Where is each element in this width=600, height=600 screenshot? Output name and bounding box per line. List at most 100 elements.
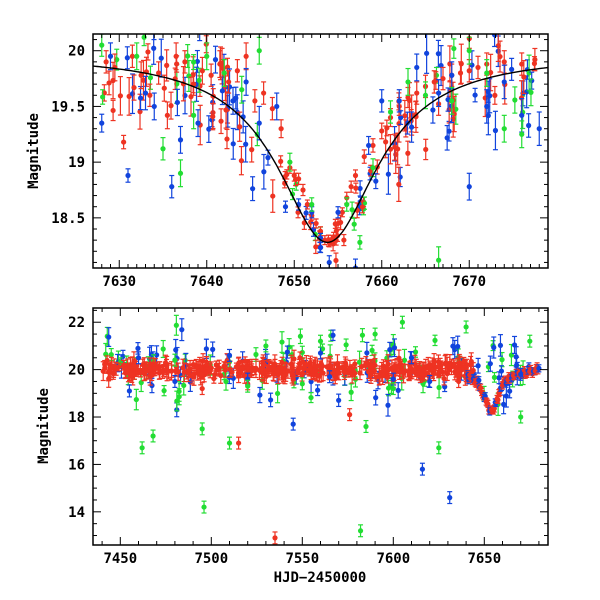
bottom-data-point: [297, 355, 303, 361]
bottom-data-point: [518, 414, 524, 420]
top-data-point: [492, 92, 498, 98]
top-model-curve: [93, 65, 548, 244]
top-data-point: [238, 158, 245, 164]
bottom-data-point: [364, 350, 370, 356]
bottom-data-point: [408, 355, 415, 361]
bottom-data-point: [239, 366, 245, 372]
top-data-point: [234, 68, 240, 74]
top-data-point: [457, 70, 464, 76]
top-data-point: [219, 88, 225, 94]
bottom-data-point: [380, 363, 386, 369]
bottom-x-tick-label: 7650: [467, 551, 501, 567]
bottom-data-point: [207, 368, 213, 374]
top-data-point: [466, 184, 472, 190]
top-y-tick-label: 20: [68, 44, 85, 60]
bottom-data-point: [456, 367, 462, 374]
bottom-data-point: [363, 423, 369, 430]
bottom-data-point: [513, 354, 519, 360]
top-data-point: [239, 87, 245, 93]
top-data-point: [99, 120, 105, 126]
top-data-point: [164, 112, 170, 118]
bottom-data-point: [139, 445, 145, 451]
top-data-point: [449, 72, 455, 78]
bottom-data-point: [172, 357, 178, 363]
bottom-data-point: [135, 355, 142, 361]
top-data-point: [339, 209, 345, 215]
top-data-point: [435, 51, 441, 57]
top-data-point: [230, 141, 236, 147]
top-data-point: [501, 59, 507, 65]
bottom-data-point: [274, 390, 281, 397]
top-data-point: [177, 170, 184, 176]
top-data-point: [361, 200, 368, 206]
top-data-point: [422, 92, 429, 98]
top-panel: 7630 7640 7650 7660 7670 18.5 19 19.5 20 Magnitu…: [26, 25, 549, 290]
bottom-data-point: [366, 369, 372, 375]
bottom-x-tick-label: 7500: [194, 551, 228, 567]
bottom-data-point: [536, 365, 542, 371]
top-data-point: [265, 155, 271, 161]
bottom-data-point: [475, 363, 481, 369]
top-data-point: [256, 120, 262, 126]
bottom-data-point: [432, 337, 438, 343]
bottom-data-point: [299, 370, 305, 377]
top-data-point: [199, 68, 205, 74]
top-data-point: [414, 64, 420, 71]
bottom-data-point: [527, 338, 533, 344]
top-data-point: [125, 172, 131, 179]
top-data-point: [278, 126, 284, 132]
top-data-point: [405, 150, 411, 156]
top-data-point: [431, 79, 437, 85]
top-data-point: [151, 103, 157, 110]
top-data-point: [147, 75, 154, 81]
bottom-data-point: [160, 369, 166, 375]
bottom-data-point: [313, 372, 320, 378]
top-data-point: [335, 220, 341, 227]
bottom-data-point: [498, 368, 505, 374]
bottom-y-axis-title: Magnitude: [36, 388, 52, 464]
top-data-point: [466, 68, 472, 74]
bottom-data-point: [336, 397, 342, 403]
top-data-point: [475, 64, 481, 71]
bottom-data-point: [384, 374, 390, 380]
bottom-data-point: [491, 405, 497, 412]
top-data-point: [353, 185, 359, 191]
bottom-data-point: [450, 343, 456, 349]
bottom-data-point: [135, 345, 141, 351]
bottom-data-point: [436, 384, 442, 391]
top-data-point: [313, 220, 319, 227]
top-data-point: [226, 79, 232, 85]
top-data-point: [501, 79, 507, 85]
top-data-point: [217, 61, 223, 67]
top-data-point: [151, 25, 156, 30]
bottom-data-point: [380, 372, 386, 379]
top-data-point: [512, 97, 518, 103]
top-data-point: [423, 146, 429, 153]
bottom-data-point: [442, 361, 448, 367]
bottom-data-point: [348, 389, 354, 395]
top-data-point: [379, 98, 385, 104]
bottom-data-point: [400, 370, 407, 377]
bottom-data-point: [426, 365, 432, 371]
bottom-data-point: [226, 440, 233, 446]
bottom-data-point: [487, 361, 493, 367]
top-data-point: [191, 112, 197, 118]
top-data-point: [226, 84, 233, 90]
bottom-data-point: [461, 359, 467, 365]
top-data-point: [270, 193, 276, 199]
top-x-tick-label: 7630: [102, 274, 136, 290]
top-data-point: [433, 72, 440, 78]
top-data-point: [351, 221, 357, 227]
bottom-data-point: [455, 343, 461, 350]
bottom-data-point: [300, 359, 306, 365]
top-data-point: [405, 94, 411, 101]
top-data-point: [156, 70, 162, 76]
top-data-point: [341, 237, 347, 243]
top-data-point: [208, 72, 214, 78]
bottom-data-point: [236, 440, 242, 446]
bottom-data-point: [507, 388, 513, 394]
top-data-point: [335, 209, 341, 215]
bottom-data-point: [124, 368, 130, 374]
bottom-data-point: [242, 358, 248, 364]
